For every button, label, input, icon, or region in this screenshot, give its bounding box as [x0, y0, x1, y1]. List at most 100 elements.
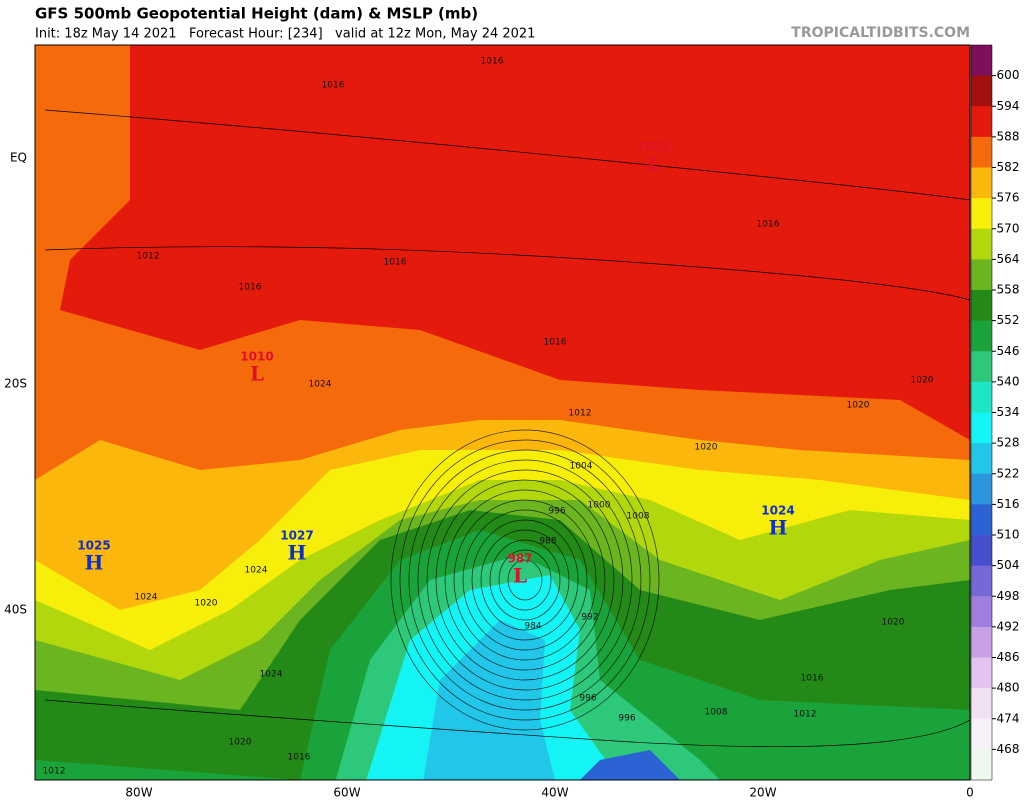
isobar-label: 1012	[43, 767, 66, 777]
isobar	[399, 439, 651, 721]
colorbar-swatch	[971, 596, 992, 628]
x-axis-label: 40W	[541, 786, 568, 800]
isobar	[44, 699, 970, 747]
isobar-label: 1020	[229, 738, 252, 748]
colorbar-label: 576	[997, 191, 1020, 205]
isobar-label: 1012	[137, 252, 160, 262]
colorbar-swatch	[971, 259, 992, 291]
colorbar-swatch	[971, 290, 992, 322]
isobar	[44, 246, 970, 301]
center-symbol: L	[646, 152, 660, 176]
isobar-label: 1016	[322, 81, 345, 91]
colorbar-swatch	[971, 443, 992, 475]
height-band	[580, 750, 680, 780]
x-axis-label: 0	[966, 786, 974, 800]
colorbar-swatch	[971, 381, 992, 413]
center-value: 1027	[280, 529, 313, 543]
colorbar-swatch	[971, 228, 992, 260]
colorbar-label: 534	[997, 405, 1020, 419]
isobar-label: 1016	[544, 338, 567, 348]
colorbar-swatch	[971, 657, 992, 689]
isobar-label: 1016	[481, 57, 504, 67]
colorbar-label: 498	[997, 589, 1020, 603]
colorbar-label: 552	[997, 313, 1020, 327]
isobar	[390, 429, 660, 731]
isobar	[426, 469, 624, 691]
colorbar-label: 474	[997, 711, 1020, 725]
isobar	[435, 479, 615, 681]
colorbar-label: 486	[997, 650, 1020, 664]
colorbar-label: 516	[997, 497, 1020, 511]
center-symbol: L	[250, 362, 264, 386]
credit: TROPICALTIDBITS.COM	[791, 25, 970, 41]
center-value: 1025	[77, 539, 110, 553]
isobar-label: 1020	[911, 376, 934, 386]
colorbar-label: 468	[997, 742, 1020, 756]
colorbar-label: 594	[997, 99, 1020, 113]
colorbar-swatch	[971, 320, 992, 352]
isobar-label: 1020	[695, 443, 718, 453]
isobar-label: 1016	[384, 258, 407, 268]
center-symbol: L	[513, 564, 527, 588]
colorbar-swatch	[971, 106, 992, 138]
colorbar-label: 522	[997, 466, 1020, 480]
isobar	[462, 509, 588, 651]
colorbar-swatch	[971, 504, 992, 536]
x-axis-label: 20W	[749, 786, 776, 800]
isobar-label: 1012	[569, 409, 592, 419]
isobar-label: 996	[548, 507, 565, 517]
colorbar-swatch	[971, 473, 992, 505]
colorbar-swatch	[971, 351, 992, 383]
colorbar-swatch	[971, 718, 992, 750]
center-value: 1010	[240, 350, 273, 364]
colorbar-swatch	[971, 198, 992, 230]
colorbar-label: 528	[997, 436, 1020, 450]
center-value: 1015	[636, 140, 669, 154]
colorbar-swatch	[971, 535, 992, 567]
isobar-label: 1024	[309, 380, 332, 390]
colorbar-label: 564	[997, 252, 1020, 266]
isobar-label: 984	[524, 622, 541, 632]
isobar-label: 992	[581, 613, 598, 623]
center-symbol: H	[288, 541, 307, 565]
center-symbol: H	[85, 551, 104, 575]
map-frame	[34, 44, 971, 781]
y-axis-label: 20S	[4, 377, 27, 391]
isobar-label: 1008	[705, 708, 728, 718]
isobar-label: 1020	[847, 401, 870, 411]
colorbar: 600 594 588 582 576 570 564 558 552 546 540 534 528 5…	[970, 44, 1020, 781]
colorbar-swatch	[971, 688, 992, 720]
isobar-label: 1024	[245, 566, 268, 576]
isobar	[507, 559, 543, 601]
isobar-label: 1016	[288, 753, 311, 763]
center-value: 987	[507, 552, 532, 566]
center-value: 1024	[761, 504, 794, 518]
isobar	[44, 109, 970, 201]
colorbar-swatch	[971, 749, 992, 781]
isobar	[408, 449, 642, 711]
isobar-label: 1008	[627, 512, 650, 522]
colorbar-label: 546	[997, 344, 1020, 358]
colorbar-label: 600	[997, 68, 1020, 82]
isobar-label: 1016	[801, 674, 824, 684]
colorbar-label: 540	[997, 374, 1020, 388]
isobar	[480, 529, 570, 631]
colorbar-label: 582	[997, 160, 1020, 174]
colorbar-swatch	[971, 565, 992, 597]
isobar-label: 1024	[135, 593, 158, 603]
colorbar-label: 480	[997, 681, 1020, 695]
map-area: 1016 1016 1016 1016 1016 1016 1012 1012 1020 1020…	[35, 45, 970, 780]
map-title: GFS 500mb Geopotential Height (dam) & MS…	[35, 5, 478, 23]
y-axis-label: EQ	[10, 151, 27, 165]
colorbar-swatch	[971, 45, 992, 77]
colorbar-swatch	[971, 626, 992, 658]
colorbar-swatch	[971, 167, 992, 199]
isobar-label: 1020	[195, 599, 218, 609]
isobar	[444, 489, 606, 671]
colorbar-label: 492	[997, 619, 1020, 633]
isobar	[489, 539, 561, 621]
isobar-label: 1004	[570, 462, 593, 472]
colorbar-label: 504	[997, 558, 1020, 572]
isobar	[417, 459, 633, 701]
